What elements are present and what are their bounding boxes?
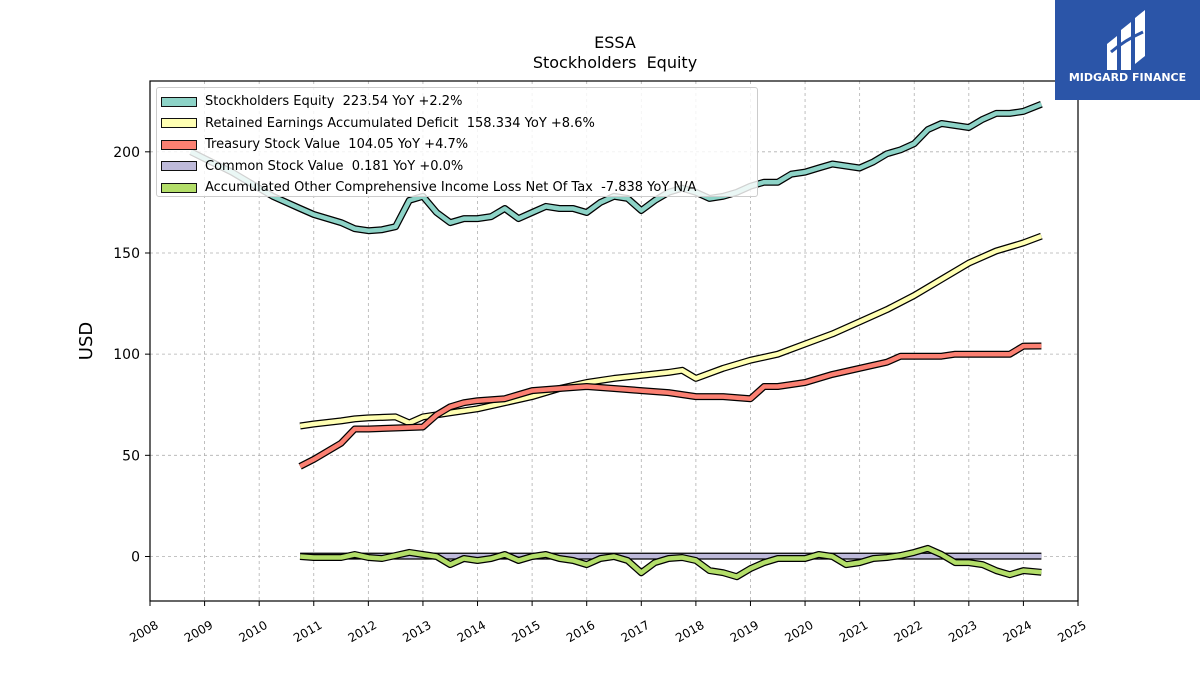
x-tick-label: 2025 (1055, 618, 1088, 645)
x-tick-label: 2022 (892, 618, 925, 645)
x-tick-label: 2017 (619, 618, 652, 645)
series-outline (298, 342, 1042, 470)
legend-label: Stockholders Equity 223.54 YoY +2.2% (205, 94, 463, 110)
legend-swatch (161, 118, 197, 129)
chart-subtitle: Stockholders Equity (533, 53, 697, 72)
y-tick-label: 150 (113, 246, 140, 262)
x-tick-label: 2020 (782, 618, 815, 645)
x-tick-label: 2021 (837, 618, 870, 645)
x-tick-label: 2010 (236, 618, 269, 645)
series-outline (299, 232, 1043, 430)
plot-frame (149, 80, 1079, 602)
series-layer (189, 100, 1043, 581)
y-axis-ticks: 0 50 100 150 200 (113, 145, 150, 565)
legend-swatch (161, 96, 197, 107)
x-tick-label: 2009 (182, 618, 215, 645)
legend-swatch (161, 161, 197, 172)
legend-item: Retained Earnings Accumulated Deficit 15… (157, 113, 757, 135)
logo-mark-icon (1107, 10, 1145, 70)
legend-label: Treasury Stock Value 104.05 YoY +4.7% (205, 137, 469, 153)
y-axis-label: USD (76, 322, 97, 360)
x-tick-label: 2008 (127, 618, 160, 645)
x-tick-label: 2012 (346, 618, 379, 645)
chart-title: ESSA (594, 33, 636, 52)
legend-label: Retained Earnings Accumulated Deficit 15… (205, 115, 595, 131)
x-tick-label: 2014 (455, 618, 488, 645)
x-tick-label: 2015 (509, 618, 542, 645)
legend-item: Treasury Stock Value 104.05 YoY +4.7% (157, 134, 757, 156)
legend-item: Common Stock Value 0.181 YoY +0.0% (157, 156, 757, 178)
legend-swatch (161, 182, 197, 193)
series-line (189, 102, 1043, 233)
y-tick-label: 50 (122, 448, 140, 464)
series-line (299, 343, 1042, 469)
legend-label: Common Stock Value 0.181 YoY +0.0% (205, 158, 464, 174)
brand-logo: MIDGARD FINANCE (1055, 0, 1200, 100)
legend-label: Accumulated Other Comprehensive Income L… (205, 180, 697, 196)
x-tick-label: 2016 (564, 618, 597, 645)
series-line (299, 233, 1043, 429)
x-tick-label: 2018 (673, 618, 706, 645)
legend-swatch (161, 139, 197, 150)
y-tick-label: 100 (113, 347, 140, 363)
x-axis-ticks: 2008 2009 2010 2011 2012 2013 2014 2015 2016 2017… (127, 601, 1089, 645)
y-tick-label: 0 (131, 549, 140, 565)
legend: Stockholders Equity 223.54 YoY +2.2% Ret… (156, 87, 758, 197)
legend-item: Stockholders Equity 223.54 YoY +2.2% (157, 91, 757, 113)
series-line (299, 546, 1042, 579)
legend-item: Accumulated Other Comprehensive Income L… (157, 177, 757, 199)
x-tick-label: 2013 (400, 618, 433, 645)
x-tick-label: 2011 (291, 618, 324, 645)
x-tick-label: 2024 (1001, 618, 1034, 645)
y-tick-label: 200 (113, 145, 140, 161)
logo-text: MIDGARD FINANCE (1068, 71, 1187, 84)
x-tick-label: 2019 (728, 618, 761, 645)
x-tick-label: 2023 (946, 618, 979, 645)
